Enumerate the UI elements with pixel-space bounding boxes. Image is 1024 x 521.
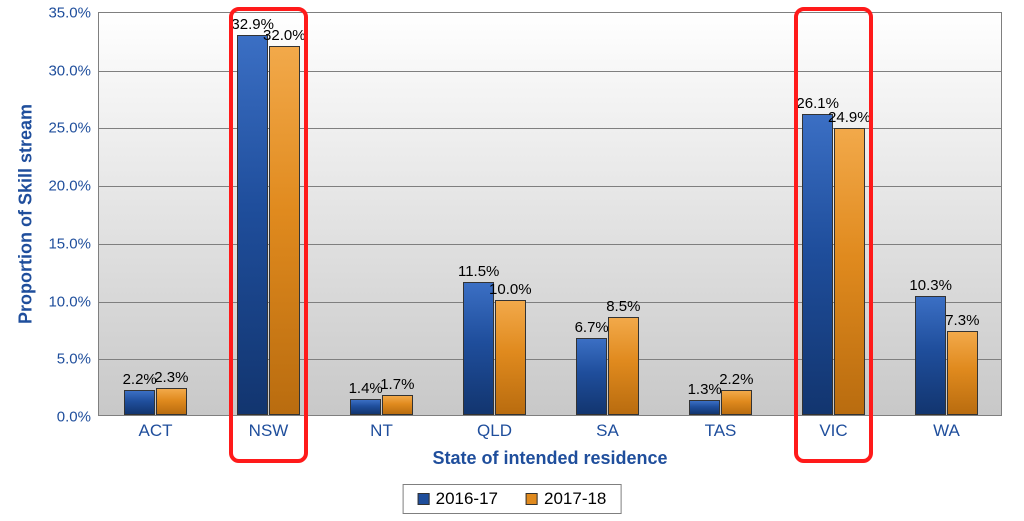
y-tick-label: 0.0% bbox=[57, 409, 91, 426]
y-tick-label: 15.0% bbox=[48, 235, 91, 252]
bar bbox=[124, 390, 156, 415]
data-label: 2.2% bbox=[719, 371, 753, 388]
data-label: 2.2% bbox=[123, 371, 157, 388]
data-label: 24.9% bbox=[828, 109, 871, 126]
bar bbox=[947, 331, 979, 415]
legend-item: 2017-18 bbox=[526, 489, 606, 509]
data-label: 1.4% bbox=[349, 380, 383, 397]
x-tick-label: SA bbox=[596, 421, 619, 441]
x-tick-label: QLD bbox=[477, 421, 512, 441]
bar bbox=[495, 300, 527, 415]
bar bbox=[608, 317, 640, 415]
bar bbox=[269, 46, 301, 415]
gridline bbox=[99, 302, 1001, 303]
data-label: 8.5% bbox=[606, 298, 640, 315]
data-label: 2.3% bbox=[154, 369, 188, 386]
x-axis-title: State of intended residence bbox=[432, 448, 667, 469]
data-label: 11.5% bbox=[458, 263, 499, 280]
x-tick-label: WA bbox=[933, 421, 960, 441]
y-axis-title: Proportion of Skill stream bbox=[16, 104, 37, 324]
gridline bbox=[99, 128, 1001, 129]
y-tick-label: 25.0% bbox=[48, 120, 91, 137]
plot-area: 0.0%5.0%10.0%15.0%20.0%25.0%30.0%35.0%AC… bbox=[98, 12, 1002, 416]
gridline bbox=[99, 244, 1001, 245]
y-tick-label: 35.0% bbox=[48, 5, 91, 22]
data-label: 7.3% bbox=[945, 312, 979, 329]
y-tick-label: 10.0% bbox=[48, 293, 91, 310]
gridline bbox=[99, 186, 1001, 187]
x-tick-label: ACT bbox=[139, 421, 173, 441]
x-tick-label: VIC bbox=[819, 421, 847, 441]
bar bbox=[382, 395, 414, 415]
bar bbox=[237, 35, 269, 415]
legend-item: 2016-17 bbox=[418, 489, 498, 509]
x-tick-label: TAS bbox=[705, 421, 737, 441]
chart-container: Proportion of Skill stream 0.0%5.0%10.0%… bbox=[0, 0, 1024, 521]
gridline bbox=[99, 359, 1001, 360]
data-label: 1.7% bbox=[380, 376, 414, 393]
bar bbox=[834, 128, 866, 415]
legend-label: 2016-17 bbox=[436, 489, 498, 509]
gridline bbox=[99, 71, 1001, 72]
y-tick-label: 30.0% bbox=[48, 62, 91, 79]
data-label: 32.0% bbox=[263, 27, 306, 44]
bar bbox=[689, 400, 721, 415]
data-label: 6.7% bbox=[575, 319, 609, 336]
bar bbox=[350, 399, 382, 415]
bar bbox=[156, 388, 188, 415]
data-label: 10.0% bbox=[489, 281, 532, 298]
plot-background bbox=[99, 13, 1001, 415]
legend-swatch bbox=[418, 493, 430, 505]
bar bbox=[721, 390, 753, 415]
legend: 2016-17 2017-18 bbox=[403, 484, 622, 514]
y-tick-label: 5.0% bbox=[57, 351, 91, 368]
legend-label: 2017-18 bbox=[544, 489, 606, 509]
x-tick-label: NT bbox=[370, 421, 393, 441]
x-tick-label: NSW bbox=[249, 421, 289, 441]
bar bbox=[463, 282, 495, 415]
legend-swatch bbox=[526, 493, 538, 505]
data-label: 10.3% bbox=[909, 277, 952, 294]
bar bbox=[802, 114, 834, 415]
bar bbox=[576, 338, 608, 415]
data-label: 1.3% bbox=[688, 381, 722, 398]
bar bbox=[915, 296, 947, 415]
y-tick-label: 20.0% bbox=[48, 178, 91, 195]
